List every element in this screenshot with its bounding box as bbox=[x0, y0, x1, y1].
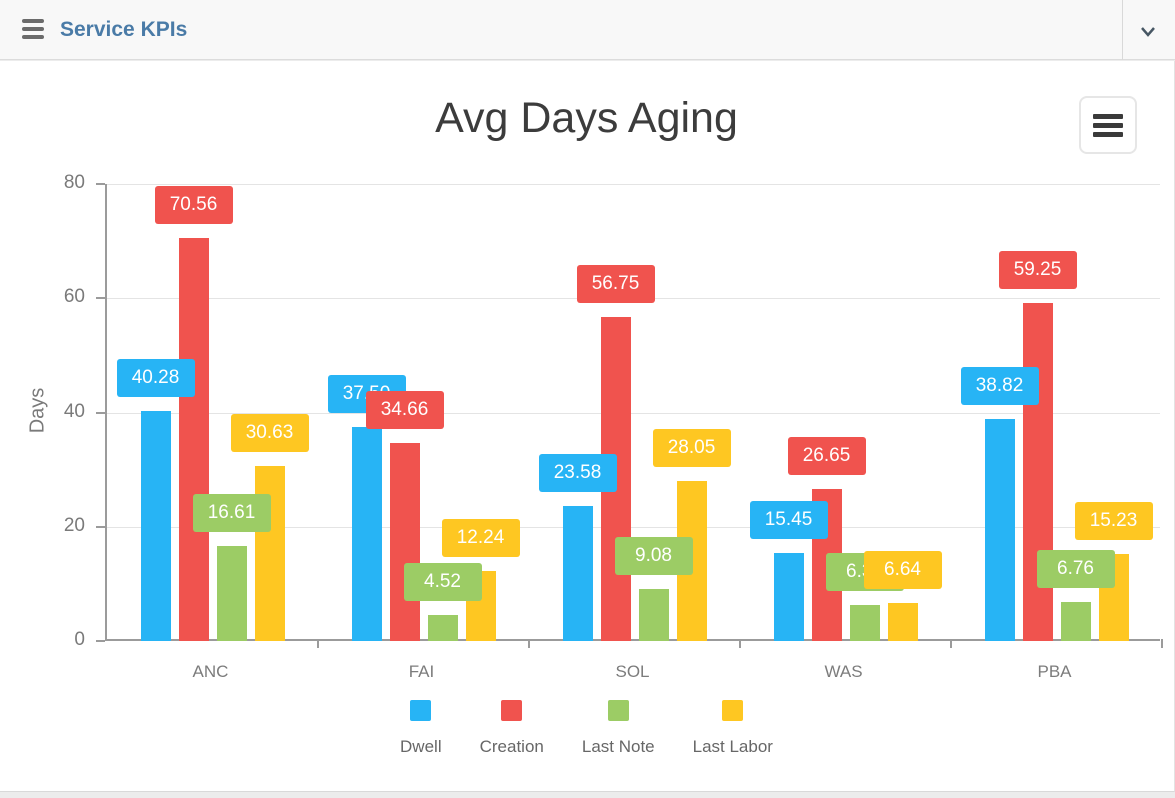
bar-dwell-fai[interactable] bbox=[351, 426, 382, 641]
chart-menu-button[interactable] bbox=[1079, 96, 1137, 154]
bar-value-label-last-labor-was: 6.64 bbox=[863, 551, 942, 590]
x-tick-mark-2 bbox=[528, 639, 530, 648]
x-axis-label-sol: SOL bbox=[615, 662, 650, 681]
bar-value-label-last-note-anc: 16.61 bbox=[192, 494, 271, 533]
legend-item-last-note[interactable]: Last Note bbox=[582, 700, 655, 757]
bar-value-label-creation-sol: 56.75 bbox=[576, 264, 655, 303]
x-tick-mark-5 bbox=[1161, 639, 1163, 648]
bar-value-label-last-labor-pba: 15.23 bbox=[1074, 501, 1153, 540]
bar-value-label-creation-was: 26.65 bbox=[787, 436, 866, 475]
bar-last-note-pba[interactable] bbox=[1060, 602, 1091, 641]
x-axis-label-anc: ANC bbox=[192, 662, 229, 681]
bar-value-label-dwell-sol: 23.58 bbox=[538, 454, 617, 493]
header-divider bbox=[1122, 0, 1123, 60]
bar-last-labor-anc[interactable] bbox=[254, 466, 285, 641]
hamburger-icon[interactable] bbox=[22, 19, 44, 41]
x-axis-label-was: WAS bbox=[824, 662, 863, 681]
x-axis-label-pba: PBA bbox=[1037, 662, 1072, 681]
y-tick-mark-80 bbox=[96, 183, 105, 185]
legend-swatch-last-labor bbox=[722, 700, 744, 721]
y-tick-mark-40 bbox=[96, 411, 105, 414]
bar-dwell-anc[interactable] bbox=[140, 410, 171, 641]
y-tick-mark-20 bbox=[96, 525, 105, 528]
legend-swatch-last-note bbox=[607, 700, 629, 721]
bar-value-label-last-note-sol: 9.08 bbox=[614, 537, 693, 576]
legend-swatch-dwell bbox=[410, 700, 432, 721]
legend-label-dwell: Dwell bbox=[400, 737, 442, 756]
bar-dwell-pba[interactable] bbox=[984, 419, 1015, 641]
hamburger-icon bbox=[1093, 113, 1123, 119]
x-axis-label-fai: FAI bbox=[408, 662, 435, 681]
bar-creation-fai[interactable] bbox=[389, 443, 420, 641]
bar-value-label-creation-anc: 70.56 bbox=[154, 185, 233, 224]
bar-value-label-last-labor-anc: 30.63 bbox=[230, 414, 309, 453]
chart-title: Avg Days Aging bbox=[435, 94, 738, 142]
bar-value-label-last-labor-fai: 12.24 bbox=[441, 519, 520, 558]
legend-item-creation[interactable]: Creation bbox=[480, 700, 544, 757]
bar-last-note-sol[interactable] bbox=[638, 589, 669, 641]
bar-value-label-creation-fai: 34.66 bbox=[365, 391, 444, 429]
bar-value-label-dwell-was: 15.45 bbox=[749, 500, 828, 539]
bar-last-note-fai[interactable] bbox=[427, 615, 458, 641]
legend-label-creation: Creation bbox=[479, 737, 544, 756]
y-axis-tick-labels: 0 20 40 60 80 bbox=[40, 172, 95, 650]
legend-item-last-labor[interactable]: Last Labor bbox=[693, 700, 773, 757]
bar-value-label-creation-pba: 59.25 bbox=[998, 250, 1077, 289]
app-header: Service KPIs bbox=[0, 0, 1175, 60]
legend-label-last-labor: Last Labor bbox=[692, 737, 773, 756]
y-tick-label-40: 40 bbox=[63, 400, 85, 422]
x-tick-mark-1 bbox=[317, 639, 319, 648]
app-title: Service KPIs bbox=[60, 18, 188, 41]
bar-value-label-dwell-pba: 38.82 bbox=[960, 367, 1039, 406]
x-axis-labels: ANC FAI SOL WAS PBA bbox=[105, 662, 1160, 686]
bar-value-label-dwell-anc: 40.28 bbox=[116, 358, 195, 397]
bar-creation-anc[interactable] bbox=[178, 237, 209, 641]
legend-item-dwell[interactable]: Dwell bbox=[400, 700, 442, 757]
chart-card: Avg Days Aging Days 0 20 40 60 80 40.28 70.56… bbox=[0, 61, 1175, 792]
bar-dwell-sol[interactable] bbox=[562, 506, 593, 641]
bar-value-label-last-note-fai: 4.52 bbox=[403, 563, 482, 602]
legend-swatch-creation bbox=[501, 700, 523, 721]
gridline-40 bbox=[107, 412, 1160, 414]
x-tick-mark-4 bbox=[950, 639, 952, 648]
y-tick-mark-0 bbox=[96, 640, 105, 642]
bar-last-note-anc[interactable] bbox=[216, 546, 247, 641]
chevron-down-icon[interactable] bbox=[1138, 25, 1158, 39]
y-tick-label-60: 60 bbox=[63, 286, 85, 308]
bar-creation-pba[interactable] bbox=[1022, 302, 1053, 641]
gridline-20 bbox=[107, 526, 1160, 528]
legend-label-last-note: Last Note bbox=[581, 737, 655, 756]
y-tick-label-20: 20 bbox=[63, 514, 85, 536]
bar-last-note-was[interactable] bbox=[849, 604, 880, 641]
bar-value-label-last-labor-sol: 28.05 bbox=[652, 428, 731, 467]
y-tick-mark-60 bbox=[96, 297, 105, 300]
y-tick-label-0: 0 bbox=[74, 629, 85, 650]
y-tick-label-80: 80 bbox=[63, 172, 85, 193]
legend: Dwell Creation Last Note Last Labor bbox=[0, 700, 1173, 757]
bar-last-labor-was[interactable] bbox=[887, 603, 918, 641]
plot-area: 40.2870.5616.6130.6337.5034.664.5212.242… bbox=[96, 183, 1163, 648]
bar-dwell-was[interactable] bbox=[773, 552, 804, 641]
gridline-80 bbox=[107, 184, 1160, 185]
x-tick-mark-3 bbox=[739, 639, 741, 648]
bar-value-label-last-note-pba: 6.76 bbox=[1036, 550, 1115, 589]
